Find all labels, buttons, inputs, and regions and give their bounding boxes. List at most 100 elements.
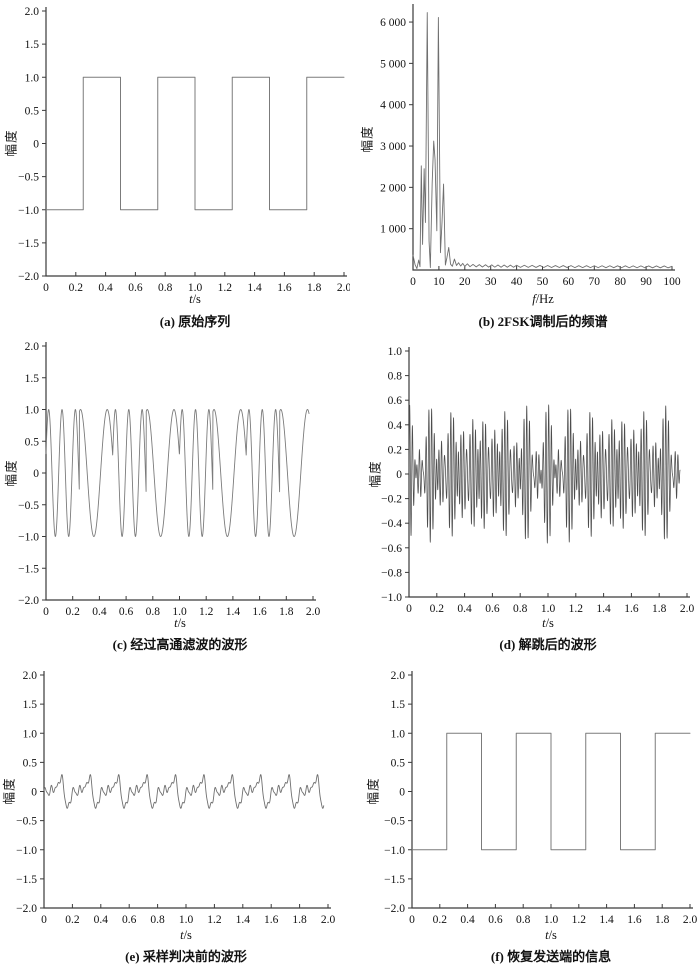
x-tick-label: 0 [43,606,49,618]
x-tick-label: 0.2 [433,914,448,926]
x-tick-label: 1.2 [572,914,587,926]
x-axis-unit: /Hz [535,292,554,306]
y-tick-label: 2.0 [25,341,40,353]
x-tick-label: 0.8 [516,914,531,926]
y-tick-label: 2.0 [23,670,38,682]
x-tick-label: 0.4 [92,606,107,618]
y-tick-label: −2.0 [18,271,39,283]
x-tick-label: 1.2 [218,282,233,294]
y-tick-label: 1.5 [23,699,38,711]
y-tick-label: −1.0 [16,845,37,857]
x-tick-label: 1.8 [307,282,322,294]
y-tick-label: 1.0 [388,346,403,358]
x-axis-variable: t [545,928,549,942]
y-tick-label: 0.6 [388,395,403,407]
x-tick-label: 1.8 [652,603,667,615]
x-tick-label: 0.2 [69,282,84,294]
x-tick-label: 1.4 [247,282,262,294]
y-axis-label: 幅度 [366,777,381,805]
x-tick-label: 60 [563,276,575,288]
plot-e: −2.0 −1.5 −1.0 −0.5 0 0.5 1.0 1.5 2.0 0 0.2 0.4 0.6 0… [16,670,336,926]
x-tick-label: 1.6 [277,282,292,294]
y-tick-label: −1.5 [18,563,39,575]
x-axis-unit: /s [545,616,554,630]
x-tick-label: 1.4 [236,914,251,926]
y-axis-label: 幅度 [368,460,383,488]
y-tick-label: −1.0 [384,845,405,857]
x-tick-label: 0.4 [460,914,475,926]
plot-d: −1.0 −0.8 −0.6 −0.4 −0.2 0 0.2 0.4 0.6 0.8 1.0 0 0.2… [381,346,695,615]
y-axis-label: 幅度 [4,129,19,157]
y-tick-label: −1.0 [18,205,39,217]
x-tick-label: 0.4 [94,914,109,926]
y-tick-label: −1.0 [18,532,39,544]
y-tick-label: 0.5 [23,757,38,769]
x-tick-label: 1.6 [252,606,267,618]
y-tick-label: 5 000 [380,58,406,70]
x-tick-label: 30 [485,276,497,288]
x-tick-label: 0 [406,603,412,615]
y-axis-label: 幅度 [4,459,19,487]
y-tick-label: −0.5 [384,816,405,828]
x-tick-label: 0.6 [122,914,137,926]
x-axis-variable: f [532,292,536,306]
y-tick-label: −0.5 [18,172,39,184]
y-tick-label: 3 000 [380,141,406,153]
x-tick-label: 70 [589,276,601,288]
x-tick-label: 90 [640,276,652,288]
panel-caption: (a) 原始序列 [159,314,231,329]
x-tick-label: 2.0 [337,282,350,294]
y-tick-label: 1.0 [25,405,40,417]
panel-a-original-sequence: −2.0 −1.5 −1.0 −0.5 0 0.5 1.0 1.5 2.0 0 0.2 0.4 0.6 0… [0,0,351,335]
plot-f: −2.0 −1.5 −1.0 −0.5 0 0.5 1.0 1.5 2.0 0 0.2 0.4 0.6 0… [384,670,698,926]
x-tick-label: 1.0 [544,914,559,926]
x-tick-label: 0 [410,276,416,288]
x-tick-label: 50 [537,276,549,288]
x-tick-label: 0.2 [66,606,81,618]
y-tick-label: −0.6 [381,543,402,555]
x-tick-label: 0 [409,914,415,926]
x-tick-label: 1.4 [596,603,611,615]
x-tick-label: 0 [41,914,47,926]
x-tick-label: 0 [43,282,49,294]
y-tick-label: 0.4 [388,420,403,432]
y-tick-label: 1.5 [391,699,406,711]
y-tick-label: 0 [33,468,39,480]
x-tick-label: 100 [663,276,681,288]
panel-d-dehopped-waveform: −1.0 −0.8 −0.6 −0.4 −0.2 0 0.2 0.4 0.6 0.8 1.0 0 0.2… [350,335,700,655]
y-tick-label: 0.5 [391,757,406,769]
x-axis-unit: /s [177,616,186,630]
x-tick-label: 0.4 [98,282,113,294]
x-tick-label: 2.0 [680,603,695,615]
panel-caption: (d) 解跳后的波形 [499,637,597,652]
panel-c-highpass-waveform: −2.0 −1.5 −1.0 −0.5 0 0.5 1.0 1.5 2.0 0 0.2 0.4 0.6 0… [0,335,350,655]
panel-caption: (b) 2FSK调制后的频谱 [478,314,608,329]
x-tick-label: 2.0 [306,606,321,618]
x-axis-unit: /s [192,292,201,306]
x-axis-label: f/Hz [532,292,554,307]
x-tick-label: 40 [511,276,523,288]
x-tick-label: 80 [614,276,626,288]
x-axis-variable: t [542,616,546,630]
panel-caption: (c) 经过高通滤波的波形 [112,637,248,652]
y-tick-label: 0.8 [388,371,403,383]
x-tick-label: 2.0 [321,914,336,926]
x-axis-label: t/s [189,292,201,307]
signal-curve [43,774,325,809]
y-tick-label: −1.0 [381,592,402,604]
x-tick-label: 1.2 [199,606,214,618]
x-tick-label: 0.8 [146,606,161,618]
x-tick-label: 2.0 [683,914,698,926]
plot-c: −2.0 −1.5 −1.0 −0.5 0 0.5 1.0 1.5 2.0 0 0.2 0.4 0.6 0… [18,341,321,618]
x-axis-variable: t [180,928,184,942]
x-tick-label: 20 [459,276,471,288]
x-axis-variable: t [189,292,193,306]
signal-curve [408,404,681,544]
panel-caption: (e) 采样判决前的波形 [125,949,247,964]
x-axis-unit: /s [183,928,192,942]
x-tick-label: 1.0 [541,603,556,615]
x-tick-label: 0.8 [150,914,165,926]
y-axis-label: 幅度 [360,125,375,153]
x-tick-label: 1.0 [179,914,194,926]
axis-spines [412,4,675,271]
